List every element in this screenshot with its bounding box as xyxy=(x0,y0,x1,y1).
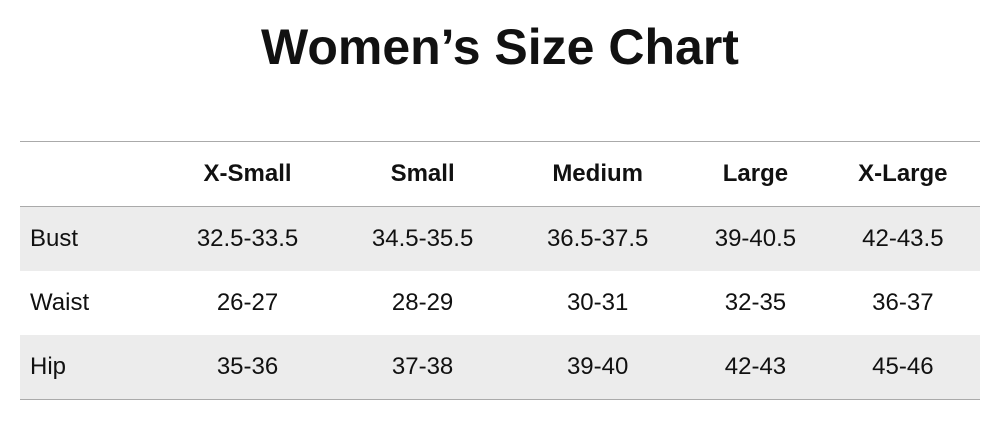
cell: 36.5-37.5 xyxy=(546,225,649,252)
column-header: Large xyxy=(722,160,789,187)
column-header: Small xyxy=(390,160,455,187)
cell: 34.5-35.5 xyxy=(371,225,474,252)
cell: 39-40 xyxy=(566,353,629,380)
cell: 39-40.5 xyxy=(714,225,797,252)
column-header: X-Small xyxy=(203,160,292,187)
cell: 42-43 xyxy=(724,353,787,380)
corner xyxy=(20,142,160,207)
row-label: Bust xyxy=(30,225,79,252)
cell: 42-43.5 xyxy=(862,225,944,252)
cell: 45-46 xyxy=(872,353,934,380)
cell: 36-37 xyxy=(872,289,934,316)
table-row: Waist 26-27 28-29 30-31 32-35 36-37 xyxy=(20,271,980,335)
cell: 35-36 xyxy=(216,353,279,380)
column-header: Medium xyxy=(552,160,643,187)
title: Women’s Size Chart xyxy=(261,19,739,75)
header-row: X-Small Small Medium Large X-Large xyxy=(20,141,980,207)
cell: 26-27 xyxy=(216,289,279,316)
row-label: Hip xyxy=(30,353,67,380)
size-table: X-Small Small Medium Large X-Large Bust 32.5-… xyxy=(20,141,980,400)
table-row: Hip 35-36 37-38 39-40 42-43 45-46 xyxy=(20,335,980,400)
column-header: X-Large xyxy=(858,160,948,187)
cell: 28-29 xyxy=(391,289,454,316)
cell: 37-38 xyxy=(391,353,454,380)
cell: 32.5-33.5 xyxy=(196,225,299,252)
table-row: Bust 32.5-33.5 34.5-35.5 36.5-37.5 39-40.5 42… xyxy=(20,206,980,271)
row-label: Waist xyxy=(30,289,90,316)
cell: 32-35 xyxy=(724,289,787,316)
cell: 30-31 xyxy=(566,289,629,316)
